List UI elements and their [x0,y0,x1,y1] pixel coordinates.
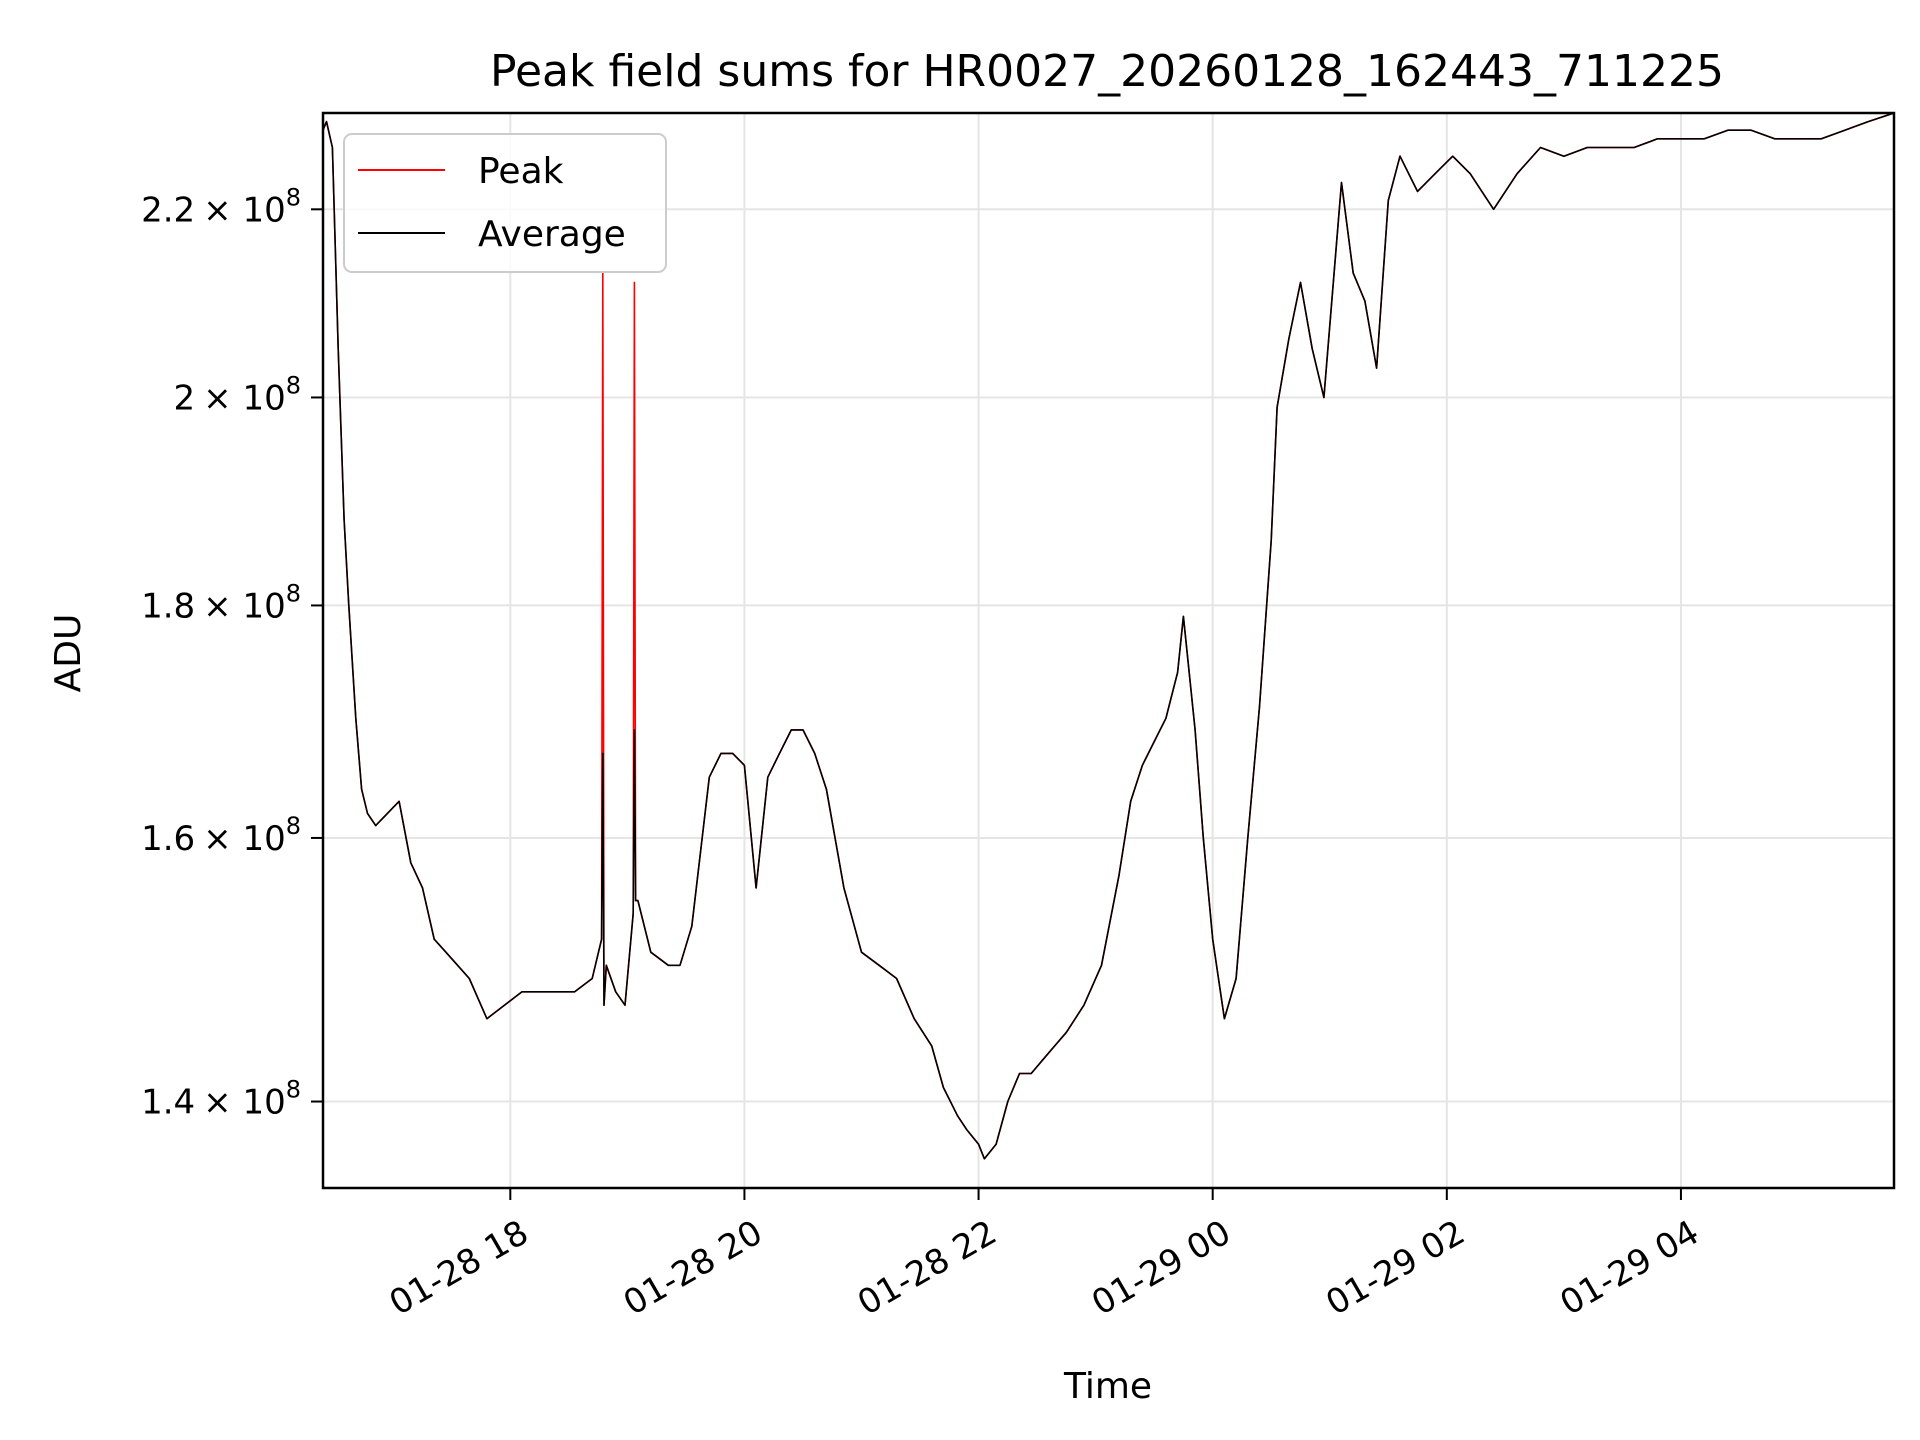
y-tick-mantissa: 1.8 [141,586,195,626]
legend: Peak Average [343,133,667,273]
y-tick-label: 1.8 × 108 [141,579,301,626]
y-tick-exponent: 8 [286,183,301,211]
chart-title: Peak field sums for HR0027_20260128_1624… [490,46,1724,97]
y-tick-base: × 10 [203,819,286,859]
legend-label-peak: Peak [478,151,564,192]
series-line-average [323,113,1894,1160]
y-tick-base: × 10 [203,190,286,230]
y-tick: 1.6 × 108 [141,812,323,859]
legend-label-average: Average [478,214,626,255]
legend-box [343,133,667,273]
y-tick: 1.4 × 108 [141,1076,323,1123]
y-tick-mantissa: 2 [174,378,196,418]
y-tick-label: 1.4 × 108 [141,1076,301,1123]
y-tick-base: × 10 [203,378,286,418]
y-tick-mantissa: 1.4 [141,1083,195,1123]
y-axis-label: ADU [48,614,89,693]
y-tick-exponent: 8 [286,371,301,399]
y-tick-label: 2 × 108 [174,371,301,418]
y-tick-label: 2.2 × 108 [141,183,301,230]
y-tick: 1.8 × 108 [141,579,323,626]
y-tick-label: 1.6 × 108 [141,812,301,859]
series-layer [323,113,1894,1160]
y-tick-exponent: 8 [286,812,301,840]
y-tick-base: × 10 [203,586,286,626]
y-tick: 2 × 108 [174,371,323,418]
y-tick-mantissa: 2.2 [141,190,195,230]
y-tick: 2.2 × 108 [141,183,323,230]
x-axis-label: Time [1063,1366,1152,1407]
y-tick-mantissa: 1.6 [141,819,195,859]
plot-frame [321,111,1896,1190]
y-tick-exponent: 8 [286,1076,301,1104]
y-tick-exponent: 8 [286,579,301,607]
y-tick-base: × 10 [203,1083,286,1123]
